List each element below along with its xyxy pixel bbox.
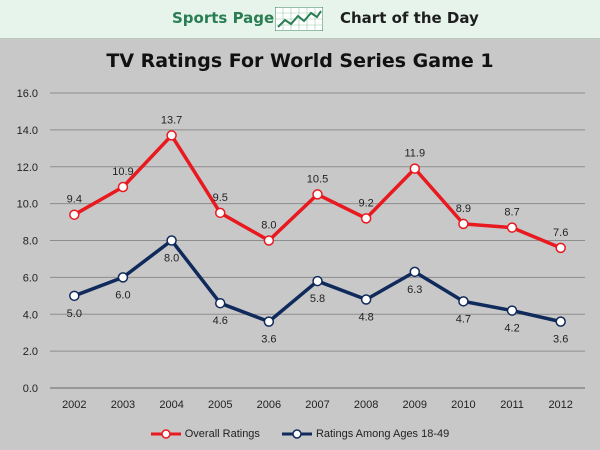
data-label: 6.3 <box>407 284 422 296</box>
data-point <box>555 316 566 327</box>
y-tick-label: 4.0 <box>23 309 38 321</box>
data-point <box>409 163 421 174</box>
legend-marker-18-49 <box>281 429 312 439</box>
y-tick-label: 16.0 <box>17 88 38 100</box>
data-point <box>555 242 566 254</box>
y-tick-label: 0.0 <box>23 383 38 395</box>
data-point <box>166 235 177 246</box>
series-18-49: 5.0 6.0 8.0 4.6 3.6 5.8 4.8 6.3 4.7 4.2 3.6 <box>67 235 568 346</box>
y-tick-label: 12.0 <box>17 162 38 174</box>
data-point <box>312 189 323 200</box>
legend-label-18-49: Ratings Among Ages 18-49 <box>315 428 450 440</box>
data-label: 9.2 <box>358 197 373 209</box>
data-label: 4.7 <box>456 313 471 325</box>
data-label: 10.9 <box>112 166 133 178</box>
data-label: 8.9 <box>456 203 471 215</box>
data-point <box>263 235 275 246</box>
x-tick-label: 2009 <box>403 399 427 411</box>
gridlines <box>50 92 585 389</box>
data-point <box>312 275 323 287</box>
data-label: 3.6 <box>553 334 568 346</box>
data-point <box>69 209 80 220</box>
data-label: 8.7 <box>504 207 519 219</box>
x-tick-label: 2007 <box>305 399 329 411</box>
data-label: 3.6 <box>261 334 276 346</box>
data-point <box>506 222 518 233</box>
header-banner: Sports Page Chart of the Day <box>0 0 600 39</box>
data-point <box>69 290 80 302</box>
x-tick-label: 2003 <box>111 399 135 411</box>
legend-marker-overall <box>150 429 181 439</box>
legend-label-overall: Overall Ratings <box>184 428 260 440</box>
data-label: 5.8 <box>310 293 325 305</box>
x-tick-label: 2002 <box>62 399 86 411</box>
data-point <box>117 272 129 283</box>
x-tick-label: 2008 <box>354 399 378 411</box>
data-label: 7.6 <box>553 227 568 239</box>
x-tick-label: 2010 <box>451 399 475 411</box>
data-label: 9.4 <box>67 194 82 206</box>
line-chart: 0.0 2.0 4.0 6.0 8.0 10.0 12.0 14.0 16.0 2002 2003… <box>17 88 585 411</box>
y-tick-label: 14.0 <box>17 125 38 137</box>
data-label: 4.8 <box>358 312 373 324</box>
x-tick-label: 2011 <box>500 399 524 411</box>
chart-title: TV Ratings For World Series Game 1 <box>106 50 494 72</box>
y-axis-ticks: 0.0 2.0 4.0 6.0 8.0 10.0 12.0 14.0 16.0 <box>17 88 38 395</box>
x-tick-label: 2012 <box>548 399 572 411</box>
trend-line-icon <box>275 7 323 31</box>
data-point <box>214 297 226 309</box>
data-label: 4.2 <box>504 323 519 335</box>
data-point <box>506 305 518 316</box>
data-label: 8.0 <box>261 220 276 232</box>
x-tick-label: 2005 <box>208 399 232 411</box>
data-point <box>166 130 177 141</box>
x-tick-label: 2006 <box>257 399 281 411</box>
data-label: 8.0 <box>164 253 179 265</box>
data-label: 13.7 <box>161 114 182 126</box>
data-point <box>409 266 421 278</box>
series-overall: 9.4 10.9 13.7 9.5 8.0 10.5 9.2 11.9 8.9 8.7 7.6 <box>67 114 568 254</box>
data-label: 10.5 <box>307 173 328 185</box>
data-label: 5.0 <box>67 308 82 320</box>
y-tick-label: 6.0 <box>23 272 38 284</box>
legend-item-overall: Overall Ratings <box>150 428 260 440</box>
chart-area: TV Ratings For World Series Game 1 0.0 2.… <box>0 38 600 450</box>
y-tick-label: 8.0 <box>23 236 38 248</box>
legend: Overall Ratings Ratings Among Ages 18-49 <box>0 424 600 444</box>
data-point <box>117 181 129 193</box>
series-group: 9.410.913.79.58.010.59.211.98.9 8.77.65.0… <box>67 114 569 345</box>
data-point <box>263 316 275 327</box>
data-point <box>360 294 372 305</box>
data-point <box>214 207 226 219</box>
banner-title-left: Sports Page <box>172 9 275 27</box>
data-point <box>458 218 469 230</box>
legend-item-18-49: Ratings Among Ages 18-49 <box>281 428 450 440</box>
y-tick-label: 2.0 <box>23 346 38 358</box>
data-point <box>458 296 469 307</box>
data-label: 9.5 <box>213 192 228 204</box>
y-tick-label: 10.0 <box>17 199 38 211</box>
data-point <box>360 213 372 224</box>
x-tick-label: 2004 <box>159 399 183 411</box>
data-label: 4.6 <box>213 315 228 327</box>
data-label: 11.9 <box>404 148 425 160</box>
data-label: 6.0 <box>115 289 130 301</box>
x-axis-ticks: 2002 2003 2004 2005 2006 2007 2008 2009 2010 2011… <box>62 399 573 411</box>
banner-title-right: Chart of the Day <box>340 9 479 27</box>
